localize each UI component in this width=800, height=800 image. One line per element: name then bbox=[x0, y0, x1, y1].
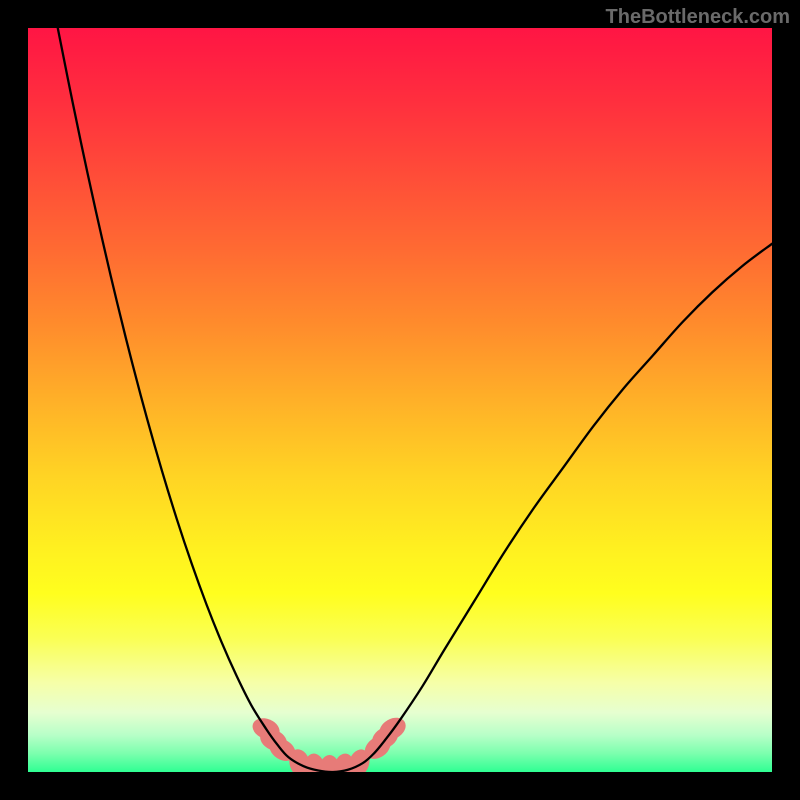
chart-container: TheBottleneck.com bbox=[0, 0, 800, 800]
plot-area bbox=[28, 28, 772, 772]
bottleneck-curve-chart bbox=[28, 28, 772, 772]
watermark-text: TheBottleneck.com bbox=[606, 6, 790, 29]
gradient-background bbox=[28, 28, 772, 772]
